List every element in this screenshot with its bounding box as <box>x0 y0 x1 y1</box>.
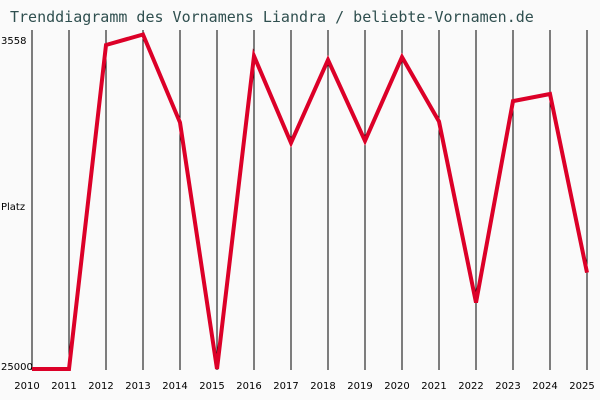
x-axis-label-2024: 2024 <box>532 381 558 392</box>
x-axis-label-2014: 2014 <box>162 381 188 392</box>
x-axis-label-2019: 2019 <box>347 381 373 392</box>
x-axis-label-2020: 2020 <box>384 381 410 392</box>
y-axis-title: Platz <box>1 202 26 213</box>
x-axis-label-2012: 2012 <box>88 381 114 392</box>
x-axis-label-2016: 2016 <box>236 381 262 392</box>
x-axis-label-2015: 2015 <box>199 381 225 392</box>
trend-line <box>32 32 589 371</box>
x-axis-label-2011: 2011 <box>51 381 77 392</box>
x-axis-label-2025: 2025 <box>569 381 595 392</box>
chart-title: Trenddiagramm des Vornamens Liandra / be… <box>10 8 534 26</box>
x-axis-label-2013: 2013 <box>125 381 151 392</box>
x-axis-label-2017: 2017 <box>273 381 299 392</box>
x-axis-label-2022: 2022 <box>458 381 484 392</box>
y-axis-top-label: 3558 <box>1 36 27 47</box>
x-axis-label-2010: 2010 <box>14 381 40 392</box>
x-axis-label-2023: 2023 <box>495 381 521 392</box>
x-axis-label-2021: 2021 <box>421 381 447 392</box>
y-axis-bottom-label: 25000 <box>1 362 33 373</box>
x-axis-label-2018: 2018 <box>310 381 336 392</box>
